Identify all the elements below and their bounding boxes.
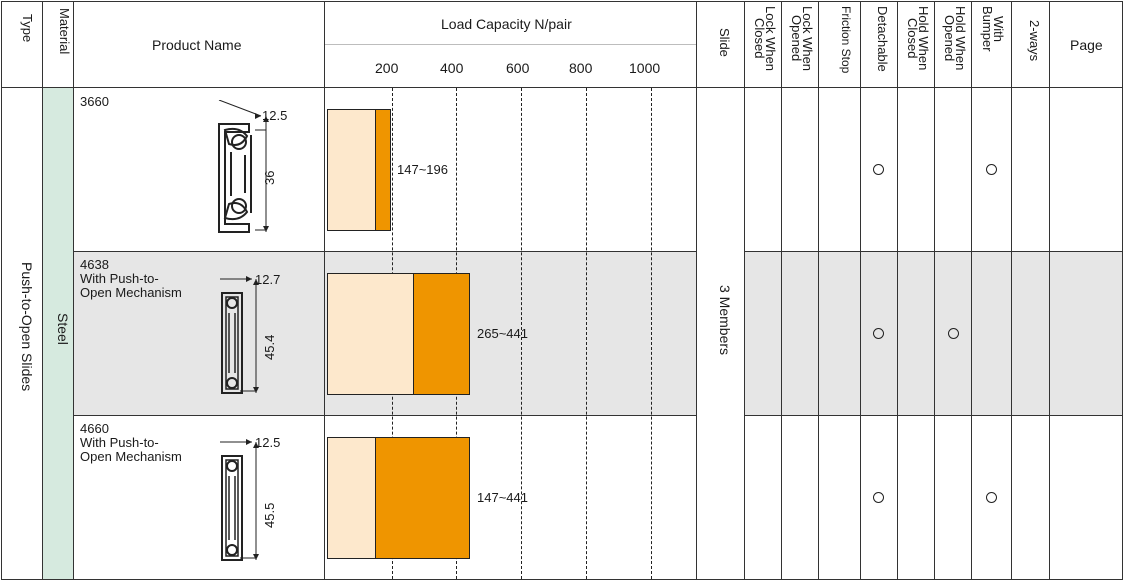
header-lock-when-opened: Lock When Opened xyxy=(789,6,815,72)
width-dim-4660: 12.5 xyxy=(255,435,281,450)
header-page: Page xyxy=(1070,37,1103,53)
header-type: Type xyxy=(20,14,35,43)
tick-label-400: 400 xyxy=(440,60,464,76)
height-dim-4638: 45.4 xyxy=(262,334,277,360)
header-with-bumper: With Bumper xyxy=(980,6,1006,52)
height-dim-4660: 45.5 xyxy=(262,502,277,528)
header-friction-stop: Friction Stop xyxy=(839,6,853,74)
range-label-4638: 265~441 xyxy=(477,326,528,341)
cross-section-3660-icon xyxy=(218,100,269,233)
header-hold-when-opened: Hold When Opened xyxy=(942,6,968,71)
header-product-name: Product Name xyxy=(152,37,242,53)
mark-detachable-2 xyxy=(873,328,884,339)
gridline-600 xyxy=(521,88,522,579)
header-2-ways: 2-ways xyxy=(1027,20,1042,62)
gridline-800 xyxy=(586,88,587,579)
width-dim-4638: 12.7 xyxy=(255,272,281,287)
range-label-3660: 147~196 xyxy=(397,162,448,177)
header-material: Material xyxy=(57,8,72,55)
mark-detachable-1 xyxy=(873,164,884,175)
material-column-bg xyxy=(42,87,73,580)
bar-range-4660 xyxy=(375,437,470,559)
tick-label-1000: 1000 xyxy=(629,60,661,76)
product-name-4660: 4660 With Push-to- Open Mechanism xyxy=(80,421,182,464)
mark-hold-when-opened-2 xyxy=(948,328,959,339)
material-value: Steel xyxy=(55,313,71,345)
slide-column-bg xyxy=(696,87,744,580)
header-load-capacity: Load Capacity N/pair xyxy=(441,16,572,32)
header-detachable: Detachable xyxy=(875,6,890,72)
tick-label-800: 800 xyxy=(569,60,593,76)
slide-value: 3 Members xyxy=(717,285,733,356)
cross-section-4660-icon xyxy=(220,439,259,561)
tick-label-600: 600 xyxy=(506,60,530,76)
width-dim-3660: 12.5 xyxy=(262,108,288,123)
header-lock-when-closed: Lock When Closed xyxy=(752,6,778,72)
product-name-3660: 3660 xyxy=(80,94,109,109)
bar-range-3660 xyxy=(375,109,391,231)
product-name-4638: 4638 With Push-to- Open Mechanism xyxy=(80,257,182,300)
gridline-1000 xyxy=(651,88,652,579)
bar-range-4638 xyxy=(413,273,470,395)
mark-with-bumper-3 xyxy=(986,492,997,503)
type-value: Push-to-Open Slides xyxy=(19,262,35,392)
tick-label-200: 200 xyxy=(375,60,399,76)
header-slide: Slide xyxy=(717,28,732,57)
header-hold-when-closed: Hold When Closed xyxy=(905,6,931,71)
cross-section-4638-icon xyxy=(220,276,259,394)
height-dim-3660: 36 xyxy=(262,170,277,185)
mark-detachable-3 xyxy=(873,492,884,503)
mark-with-bumper-1 xyxy=(986,164,997,175)
range-label-4660: 147~441 xyxy=(477,490,528,505)
